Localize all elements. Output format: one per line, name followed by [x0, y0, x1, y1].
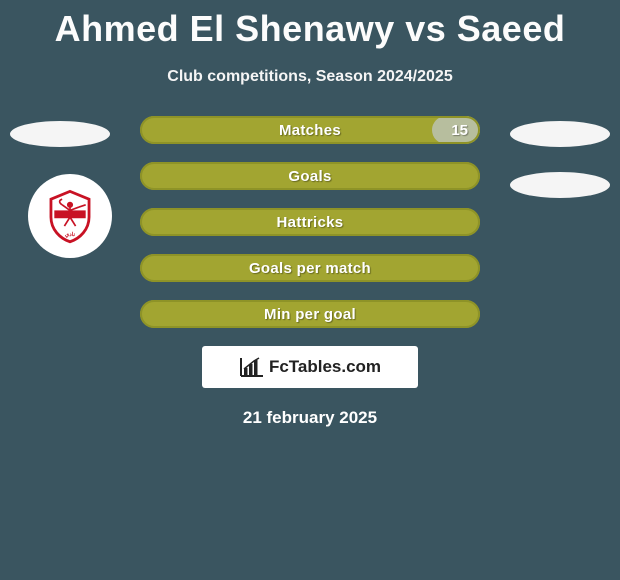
bar-label: Goals — [140, 162, 480, 190]
bar-label: Min per goal — [140, 300, 480, 328]
comparison-chart: نادي Matches 15 Goals Hattricks Goals pe… — [0, 116, 620, 428]
bar-value-right: 15 — [451, 116, 468, 144]
bar-label: Goals per match — [140, 254, 480, 282]
stat-bar-hattricks: Hattricks — [140, 208, 480, 236]
stat-bar-goals-per-match: Goals per match — [140, 254, 480, 282]
page-title: Ahmed El Shenawy vs Saeed — [0, 0, 620, 50]
stat-bars: Matches 15 Goals Hattricks Goals per mat… — [140, 116, 480, 328]
club-crest-icon: نادي — [42, 188, 98, 244]
svg-text:نادي: نادي — [65, 231, 76, 238]
date-line: 21 february 2025 — [0, 408, 620, 428]
subtitle: Club competitions, Season 2024/2025 — [0, 68, 620, 86]
left-player-pill-1 — [10, 121, 110, 147]
stat-bar-matches: Matches 15 — [140, 116, 480, 144]
zamalek-club-badge: نادي — [28, 174, 112, 258]
stat-bar-min-per-goal: Min per goal — [140, 300, 480, 328]
bar-label: Hattricks — [140, 208, 480, 236]
brand-text: FcTables.com — [269, 357, 381, 377]
right-player-pill-1 — [510, 121, 610, 147]
bar-label: Matches — [140, 116, 480, 144]
brand-badge: FcTables.com — [202, 346, 418, 388]
stat-bar-goals: Goals — [140, 162, 480, 190]
bar-chart-icon — [239, 356, 265, 378]
right-player-pill-2 — [510, 172, 610, 198]
